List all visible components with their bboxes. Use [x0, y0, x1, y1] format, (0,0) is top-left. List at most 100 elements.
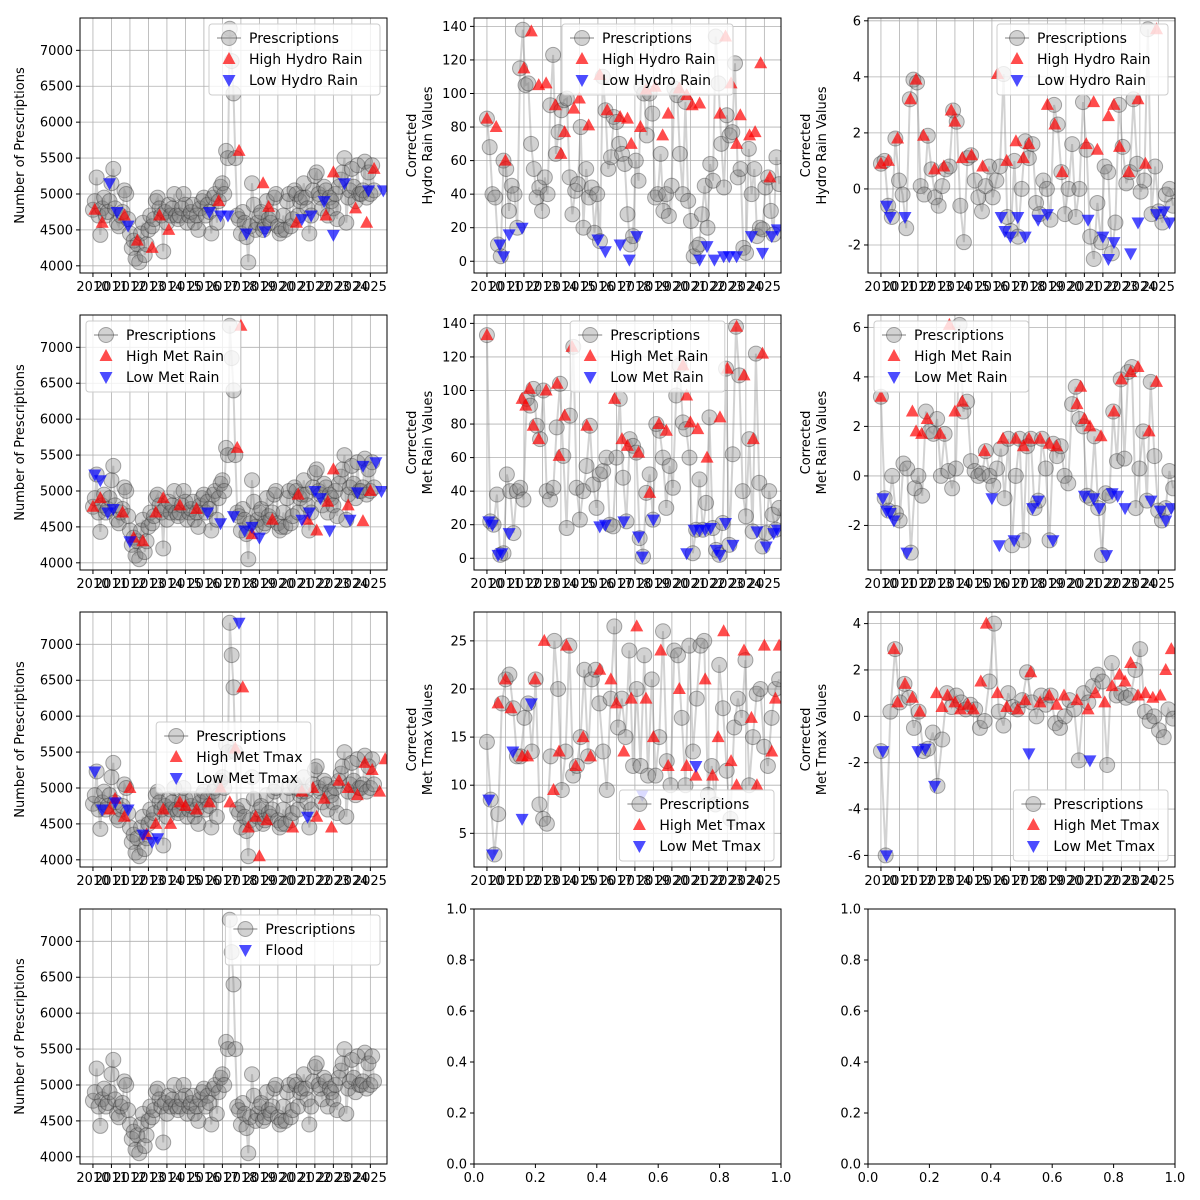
- x-tick-label: 2020: [1049, 280, 1082, 295]
- x-tick-label: 2014: [544, 874, 577, 889]
- point-prescriptions: [127, 250, 144, 267]
- point-high: [976, 159, 990, 172]
- subplot-3: 2010201120122013201420152016201720182019…: [799, 14, 1176, 295]
- point-high: [1022, 431, 1036, 444]
- point-prescriptions: [258, 1084, 275, 1101]
- point-low: [1131, 217, 1145, 230]
- point-high: [1090, 142, 1104, 155]
- point-low: [106, 503, 120, 516]
- point-prescriptions: [194, 1084, 211, 1101]
- point-prescriptions: [210, 1084, 227, 1101]
- point-high: [593, 662, 607, 675]
- point-low: [524, 698, 538, 711]
- x-tick-label: 2012: [113, 577, 146, 592]
- x-tick-label: 2020: [261, 280, 294, 295]
- point-low: [1164, 503, 1175, 516]
- y-tick-label: 5500: [40, 152, 73, 167]
- point-prescriptions: [934, 178, 951, 195]
- point-prescriptions: [1007, 467, 1024, 484]
- point-prescriptions: [223, 647, 240, 664]
- point-low: [95, 804, 109, 817]
- x-tick-label: 2023: [711, 577, 744, 592]
- y-tick-label: 0.4: [446, 1056, 467, 1071]
- point-prescriptions: [317, 1073, 334, 1090]
- point-prescriptions: [277, 1112, 294, 1129]
- point-high: [550, 376, 564, 389]
- point-prescriptions: [740, 140, 757, 157]
- y-axis-label: Met Rain Values: [421, 390, 436, 494]
- point-high: [746, 432, 760, 445]
- point-prescriptions: [251, 504, 268, 521]
- x-tick-label: 2012: [507, 280, 540, 295]
- y-tick-label: 6000: [40, 710, 73, 725]
- point-prescriptions: [595, 463, 612, 480]
- point-high: [920, 411, 934, 424]
- y-axis-label: Number of Prescriptions: [13, 661, 28, 818]
- point-prescriptions: [160, 1087, 177, 1104]
- point-prescriptions: [155, 243, 172, 260]
- x-tick-label: 1.0: [1165, 1171, 1186, 1186]
- point-prescriptions: [108, 1105, 125, 1122]
- y-tick-label: 5500: [40, 449, 73, 464]
- point-prescriptions: [175, 482, 192, 499]
- point-high: [680, 758, 694, 771]
- point-prescriptions: [625, 757, 642, 774]
- y-axis-label: Hydro Rain Values: [815, 86, 830, 204]
- y-tick-label: 20: [450, 518, 467, 533]
- point-prescriptions: [256, 1109, 273, 1126]
- point-prescriptions: [654, 449, 671, 466]
- point-high: [123, 780, 137, 793]
- point-prescriptions: [516, 709, 533, 726]
- x-tick-label: 2011: [95, 874, 128, 889]
- point-prescriptions: [568, 479, 585, 496]
- x-tick-label: 2019: [243, 874, 276, 889]
- point-prescriptions: [970, 467, 987, 484]
- point-prescriptions: [1131, 460, 1148, 477]
- x-tick-label: 2011: [95, 1171, 128, 1186]
- point-prescriptions: [175, 185, 192, 202]
- point-high: [730, 319, 744, 332]
- y-tick-label: 0.4: [840, 1056, 861, 1071]
- point-prescriptions: [218, 142, 235, 159]
- point-high: [646, 730, 660, 743]
- x-tick-label: 2010: [76, 1171, 109, 1186]
- point-prescriptions: [197, 1098, 214, 1115]
- point-prescriptions: [698, 494, 715, 511]
- y-tick-label: 7000: [40, 935, 73, 950]
- point-high: [717, 624, 731, 637]
- point-prescriptions: [101, 1084, 118, 1101]
- point-high: [526, 418, 540, 431]
- point-high: [1159, 662, 1173, 675]
- y-tick-label: 40: [450, 188, 467, 203]
- point-high: [608, 391, 622, 404]
- point-prescriptions: [166, 1076, 183, 1093]
- x-tick-label: 2025: [1142, 874, 1175, 889]
- point-prescriptions: [231, 805, 248, 822]
- x-tick-label: 2023: [1105, 874, 1138, 889]
- point-prescriptions: [343, 1051, 360, 1068]
- point-prescriptions: [212, 178, 229, 195]
- point-prescriptions: [105, 457, 122, 474]
- y-axis-label: Corrected: [799, 708, 814, 772]
- point-high: [86, 499, 100, 512]
- legend-label: Low Hydro Rain: [249, 73, 358, 89]
- point-prescriptions: [545, 46, 562, 63]
- point-low: [928, 780, 942, 793]
- point-prescriptions: [924, 724, 941, 741]
- point-high: [1107, 97, 1121, 110]
- x-tick-label: 2024: [1123, 874, 1156, 889]
- point-high: [1138, 156, 1152, 169]
- point-high: [291, 487, 305, 500]
- legend-swatch-triangle-down: [1010, 75, 1024, 87]
- point-prescriptions: [301, 819, 318, 836]
- point-prescriptions: [1075, 685, 1092, 702]
- point-high: [1009, 431, 1023, 444]
- point-low: [707, 254, 721, 267]
- point-high: [1088, 686, 1102, 699]
- point-prescriptions: [214, 1066, 231, 1083]
- point-low: [689, 760, 703, 773]
- point-high: [874, 389, 888, 402]
- point-prescriptions: [219, 1041, 236, 1058]
- point-low: [918, 743, 932, 756]
- point-high: [528, 672, 542, 685]
